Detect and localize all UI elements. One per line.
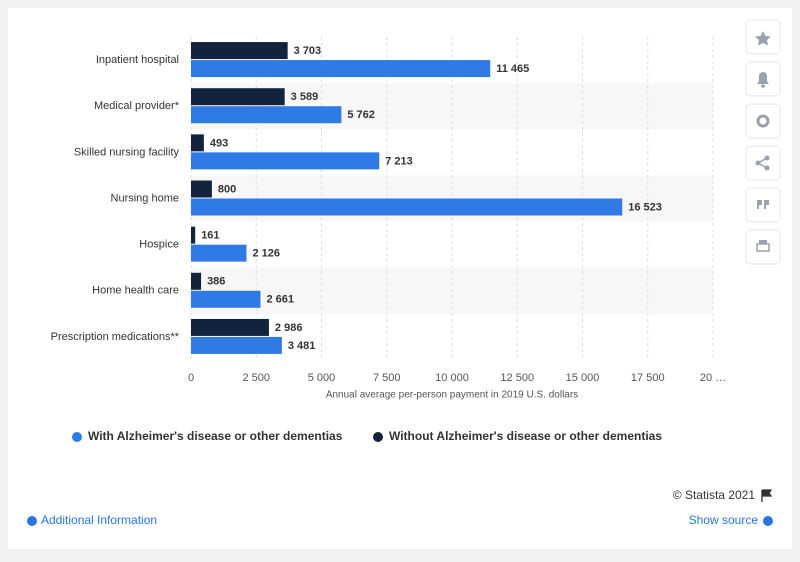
favorite-button[interactable] <box>745 19 781 55</box>
legend-label: Without Alzheimer's disease or other dem… <box>389 429 662 443</box>
legend-marker <box>72 432 82 442</box>
bar <box>191 336 282 354</box>
value-label: 2 986 <box>275 322 303 334</box>
sidebar <box>745 19 781 265</box>
cite-button[interactable] <box>745 187 781 223</box>
y-tick-label: Medical provider* <box>94 100 180 112</box>
copyright: © Statista 2021 <box>673 488 756 502</box>
legend-marker <box>373 432 383 442</box>
bar <box>191 134 204 152</box>
value-label: 161 <box>201 230 219 242</box>
value-label: 3 481 <box>288 340 316 352</box>
value-label: 11 465 <box>496 63 529 75</box>
y-tick-label: Hospice <box>139 239 179 251</box>
show-source-link[interactable]: Show source <box>689 513 759 527</box>
value-label: 2 661 <box>266 294 294 306</box>
bar <box>191 106 342 124</box>
value-label: 800 <box>218 183 236 195</box>
x-tick-label: 0 <box>188 372 194 384</box>
bar <box>191 290 261 308</box>
bar <box>191 198 623 216</box>
bar <box>191 180 212 198</box>
flag-icon <box>761 489 773 502</box>
bar <box>191 88 285 106</box>
bar <box>191 244 247 262</box>
x-tick-label: 5 000 <box>308 372 336 384</box>
x-tick-label: 2 500 <box>242 372 270 384</box>
x-tick-label: 10 000 <box>435 372 469 384</box>
value-label: 7 213 <box>385 155 413 167</box>
settings-button[interactable] <box>745 103 781 139</box>
print-button[interactable] <box>745 229 781 265</box>
x-tick-label: 12 500 <box>500 372 534 384</box>
bar <box>191 226 196 244</box>
info-icon <box>763 516 773 526</box>
bar <box>191 272 202 290</box>
notification-button[interactable] <box>745 61 781 97</box>
value-label: 5 762 <box>347 109 375 121</box>
x-axis-title: Annual average per-person payment in 201… <box>326 390 578 401</box>
legend-label: With Alzheimer's disease or other dement… <box>88 429 343 443</box>
x-tick-label: 7 500 <box>373 372 401 384</box>
plot: 0 2 500 5 000 7 500 10 000 12 500 15 000 17 500… <box>51 37 726 443</box>
value-label: 386 <box>207 276 225 288</box>
y-tick-label: Nursing home <box>111 192 179 204</box>
info-icon <box>27 516 37 526</box>
value-label: 16 523 <box>628 201 662 213</box>
x-tick-label: 20 … <box>700 372 726 384</box>
x-tick-label: 15 000 <box>566 372 600 384</box>
bar <box>191 60 491 78</box>
share-button[interactable] <box>745 145 781 181</box>
bar <box>191 318 269 336</box>
y-tick-label: Skilled nursing facility <box>74 146 180 158</box>
y-tick-label: Prescription medications** <box>51 331 180 343</box>
additional-info-link[interactable]: Additional Information <box>41 513 157 527</box>
value-label: 3 589 <box>291 91 319 103</box>
bar <box>191 152 380 170</box>
y-tick-label: Home health care <box>92 285 179 297</box>
value-label: 493 <box>210 137 228 149</box>
value-label: 2 126 <box>252 248 280 260</box>
bar <box>191 42 288 60</box>
value-label: 3 703 <box>294 45 322 57</box>
y-tick-label: Inpatient hospital <box>96 54 179 66</box>
x-tick-label: 17 500 <box>631 372 665 384</box>
